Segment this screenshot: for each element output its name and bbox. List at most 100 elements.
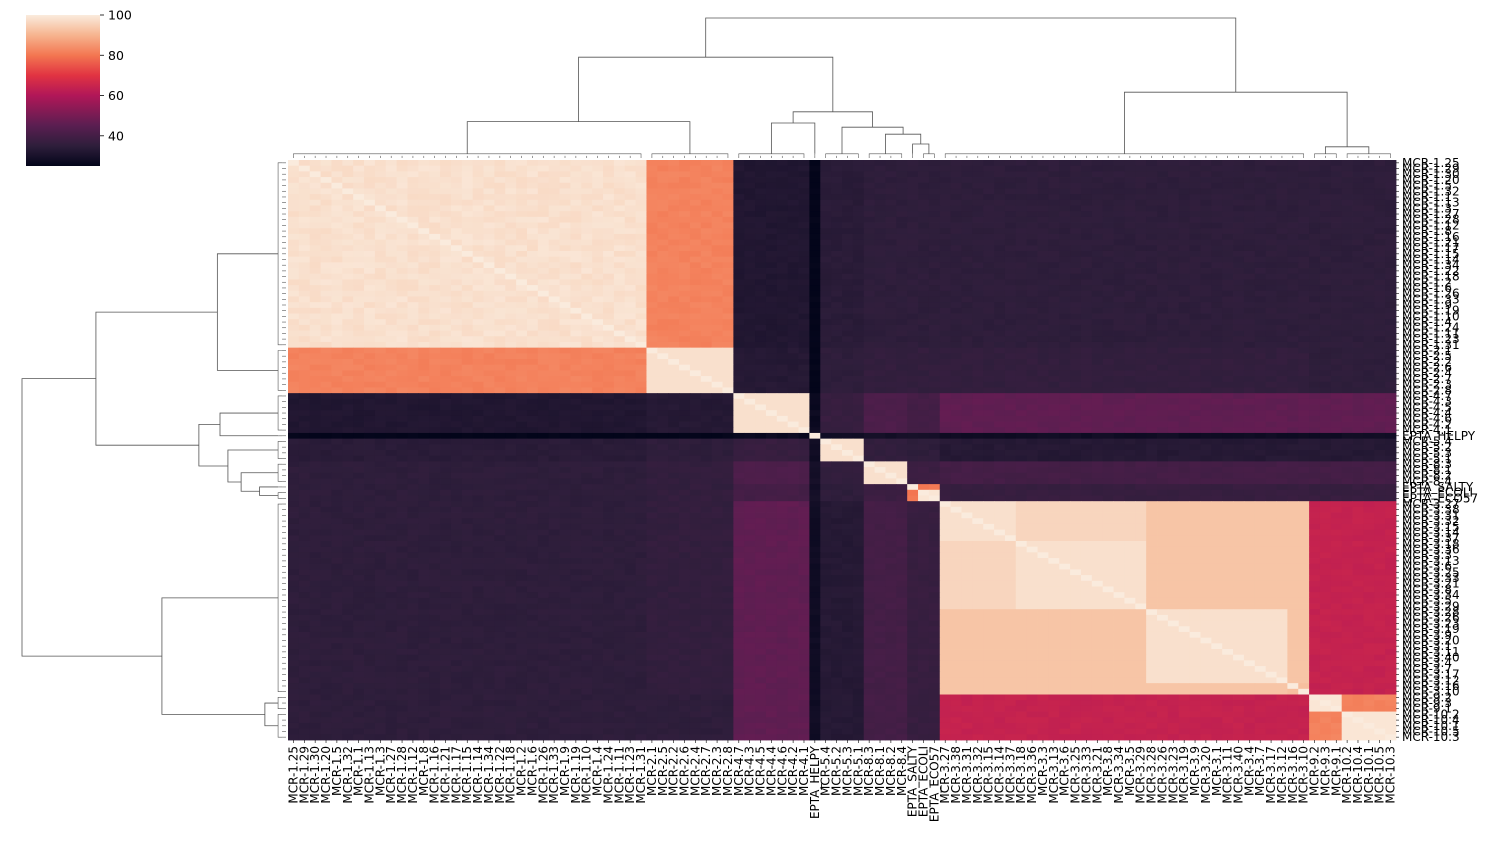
heatmap-cell	[1026, 165, 1038, 172]
heatmap-cell	[1265, 171, 1277, 178]
heatmap-cell	[331, 188, 343, 195]
heatmap-cell	[331, 222, 343, 229]
heatmap-cell	[646, 194, 658, 201]
heatmap-cell	[1330, 256, 1343, 263]
heatmap-cell	[526, 256, 539, 263]
heatmap-cell	[494, 250, 506, 258]
heatmap-cell	[1222, 199, 1234, 206]
heatmap-cell	[939, 341, 952, 349]
heatmap-cell	[1015, 313, 1028, 320]
heatmap-cell	[1222, 302, 1234, 309]
heatmap-cell	[353, 415, 365, 422]
heatmap-cell	[1070, 268, 1082, 275]
heatmap-cell	[863, 302, 875, 309]
heatmap-cell	[1004, 182, 1017, 189]
heatmap-cell	[537, 302, 550, 309]
heatmap-cell	[1211, 341, 1223, 349]
heatmap-cell	[755, 427, 767, 434]
heatmap-cell	[755, 273, 767, 280]
heatmap-cell	[505, 347, 517, 354]
heatmap-cell	[1352, 387, 1364, 394]
heatmap-cell	[874, 160, 886, 167]
heatmap-cell	[852, 410, 865, 417]
heatmap-cell	[798, 228, 810, 235]
heatmap-cell	[928, 279, 941, 286]
heatmap-cell	[928, 404, 941, 411]
heatmap-cell	[809, 160, 821, 167]
heatmap-cell	[950, 398, 962, 405]
heatmap-cell	[440, 199, 452, 206]
heatmap-cell	[331, 313, 343, 320]
heatmap-cell	[613, 205, 626, 212]
heatmap-cell	[646, 268, 658, 275]
heatmap-cell	[1385, 427, 1397, 434]
heatmap-cell	[852, 432, 865, 440]
heatmap-cell	[483, 336, 495, 343]
heatmap-cell	[972, 205, 984, 212]
heatmap-cell	[1070, 233, 1082, 241]
heatmap-cell	[1070, 359, 1082, 366]
heatmap-cell	[1309, 381, 1321, 388]
heatmap-cell	[1200, 256, 1212, 263]
heatmap-cell	[994, 381, 1006, 388]
heatmap-cell	[885, 313, 897, 320]
heatmap-cell	[1243, 324, 1256, 331]
heatmap-cell	[1015, 353, 1028, 360]
heatmap-cell	[646, 273, 658, 280]
heatmap-cell	[1178, 341, 1191, 349]
heatmap-cell	[1276, 199, 1288, 206]
heatmap-cell	[1352, 376, 1364, 383]
heatmap-cell	[679, 262, 691, 269]
heatmap-cell	[852, 347, 865, 354]
heatmap-cell	[526, 296, 539, 303]
heatmap-cell	[896, 324, 908, 331]
heatmap-cell	[1026, 347, 1038, 354]
heatmap-cell	[657, 245, 669, 252]
heatmap-cell	[700, 341, 713, 349]
heatmap-cell	[668, 182, 680, 189]
heatmap-cell	[668, 313, 680, 320]
heatmap-cell	[516, 216, 528, 223]
heatmap-cell	[755, 393, 767, 400]
heatmap-cell	[396, 330, 408, 337]
heatmap-cell	[1298, 387, 1310, 394]
heatmap-cell	[646, 410, 658, 417]
heatmap-cell	[700, 165, 713, 172]
heatmap-cell	[831, 194, 843, 201]
heatmap-cell	[733, 336, 745, 343]
heatmap-cell	[885, 427, 897, 434]
heatmap-cell	[603, 364, 615, 371]
heatmap-cell	[744, 290, 756, 297]
heatmap-cell	[1102, 268, 1114, 275]
heatmap-cell	[1167, 410, 1180, 417]
heatmap-cell	[1276, 171, 1288, 178]
heatmap-cell	[298, 341, 311, 349]
heatmap-cell	[668, 290, 680, 297]
heatmap-cell	[1200, 353, 1212, 360]
heatmap-cell	[1167, 199, 1180, 206]
heatmap-cell	[1189, 177, 1201, 184]
heatmap-cell	[994, 432, 1006, 440]
heatmap-cell	[1157, 313, 1169, 320]
heatmap-cell	[1189, 381, 1201, 388]
heatmap-cell	[396, 336, 408, 343]
heatmap-cell	[526, 245, 539, 252]
heatmap-cell	[798, 347, 810, 354]
heatmap-cell	[407, 330, 419, 337]
heatmap-cell	[994, 194, 1006, 201]
heatmap-cell	[396, 177, 408, 184]
heatmap-cell	[1157, 302, 1169, 309]
heatmap-cell	[972, 364, 984, 371]
heatmap-cell	[776, 268, 789, 275]
heatmap-cell	[885, 177, 897, 184]
heatmap-cell	[798, 364, 810, 371]
heatmap-cell	[1157, 285, 1169, 292]
heatmap-cell	[1091, 245, 1104, 252]
heatmap-cell	[526, 398, 539, 405]
heatmap-cell	[787, 211, 799, 218]
heatmap-cell	[863, 421, 875, 428]
heatmap-cell	[472, 290, 484, 297]
heatmap-cell	[1200, 404, 1212, 411]
heatmap-cell	[646, 233, 658, 241]
heatmap-cell	[668, 165, 680, 172]
